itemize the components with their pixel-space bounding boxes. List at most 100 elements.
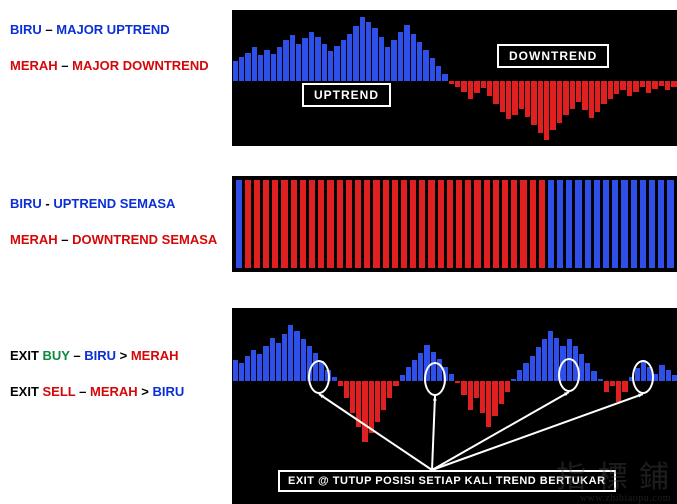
trend-bar [493, 180, 499, 268]
histogram-bar [493, 10, 498, 146]
histogram-bar [563, 10, 568, 146]
histogram-bar [633, 10, 638, 146]
histogram-bar [616, 308, 621, 504]
histogram-bar [322, 10, 327, 146]
trend-bar [364, 180, 370, 268]
histogram-bar [595, 10, 600, 146]
histogram-bar [653, 308, 658, 504]
exit-callout: EXIT @ TUTUP POSISI SETIAP KALI TREND BE… [278, 470, 616, 492]
trend-bar [456, 180, 462, 268]
legend-text: BIRU [10, 22, 42, 37]
legend-text: – [58, 58, 72, 73]
histogram-bar [570, 10, 575, 146]
legend-text: SELL [43, 384, 76, 399]
trend-bar [309, 180, 315, 268]
legend-text: EXIT [10, 384, 43, 399]
histogram-bar [659, 308, 664, 504]
trend-bar [530, 180, 536, 268]
legend-text: MERAH [131, 348, 179, 363]
histogram-bar [270, 308, 275, 504]
histogram-bar [635, 308, 640, 504]
trend-bar [346, 180, 352, 268]
trend-bar [291, 180, 297, 268]
histogram-bar [582, 10, 587, 146]
legend-text: – [42, 22, 56, 37]
chart-label: DOWNTREND [497, 44, 609, 68]
histogram-bar [258, 10, 263, 146]
histogram-bar [309, 10, 314, 146]
histogram-bar [315, 10, 320, 146]
trend-bar [640, 180, 646, 268]
legend-text: MERAH [10, 232, 58, 247]
histogram-bar [672, 308, 677, 504]
histogram-bar [264, 10, 269, 146]
histogram-bar [252, 10, 257, 146]
legend-line: EXIT BUY – BIRU > MERAH [10, 348, 178, 363]
histogram-bar [538, 10, 543, 146]
histogram-bar [487, 10, 492, 146]
trend-bar [603, 180, 609, 268]
trend-bar [511, 180, 517, 268]
histogram-bar [525, 10, 530, 146]
histogram-bar [411, 10, 416, 146]
trend-bar [272, 180, 278, 268]
histogram-bar [277, 10, 282, 146]
trend-bar [236, 180, 242, 268]
histogram-bar [328, 10, 333, 146]
histogram-bar [601, 10, 606, 146]
histogram-bar [385, 10, 390, 146]
histogram-bar [622, 308, 627, 504]
trend-bar [575, 180, 581, 268]
trend-bar [327, 180, 333, 268]
histogram-bar [257, 308, 262, 504]
trend-bar [337, 180, 343, 268]
legend-text: BUY [43, 348, 70, 363]
histogram-bar [366, 10, 371, 146]
histogram-bar [372, 10, 377, 146]
trend-bar [318, 180, 324, 268]
legend-text: > [138, 384, 153, 399]
trend-bar [557, 180, 563, 268]
histogram-bar [398, 10, 403, 146]
histogram-bar [360, 10, 365, 146]
histogram-bar [341, 10, 346, 146]
legend-text: BIRU [10, 196, 42, 211]
histogram-bar [620, 10, 625, 146]
histogram-bar [500, 10, 505, 146]
legend-text: EXIT [10, 348, 43, 363]
legend-line: BIRU – MAJOR UPTREND [10, 22, 170, 37]
trend-bar [631, 180, 637, 268]
trend-bar [254, 180, 260, 268]
trend-bar [465, 180, 471, 268]
histogram-bar [550, 10, 555, 146]
histogram-bar [557, 10, 562, 146]
trend-bar [502, 180, 508, 268]
legend-text: - [42, 196, 54, 211]
histogram-bar [468, 10, 473, 146]
histogram-bar [423, 10, 428, 146]
histogram-bar [233, 308, 238, 504]
histogram-bar [666, 308, 671, 504]
trend-bar [447, 180, 453, 268]
trend-bar [612, 180, 618, 268]
histogram-bar [519, 10, 524, 146]
histogram-bar [271, 10, 276, 146]
trend-bar [566, 180, 572, 268]
trend-bar [585, 180, 591, 268]
legend-line: BIRU - UPTREND SEMASA [10, 196, 175, 211]
histogram-bar [629, 308, 634, 504]
trend-bar [355, 180, 361, 268]
trend-bar [419, 180, 425, 268]
trend-bar [548, 180, 554, 268]
histogram-bar [474, 10, 479, 146]
histogram-bar [436, 10, 441, 146]
histogram-bar [347, 10, 352, 146]
histogram-bar [506, 10, 511, 146]
histogram-bar [430, 10, 435, 146]
histogram-bar [245, 308, 250, 504]
histogram-bar [665, 10, 670, 146]
histogram-bar [251, 308, 256, 504]
legend-line: MERAH – MAJOR DOWNTREND [10, 58, 209, 73]
trend-bar [520, 180, 526, 268]
panel3-chart: EXIT @ TUTUP POSISI SETIAP KALI TREND BE… [232, 308, 677, 504]
